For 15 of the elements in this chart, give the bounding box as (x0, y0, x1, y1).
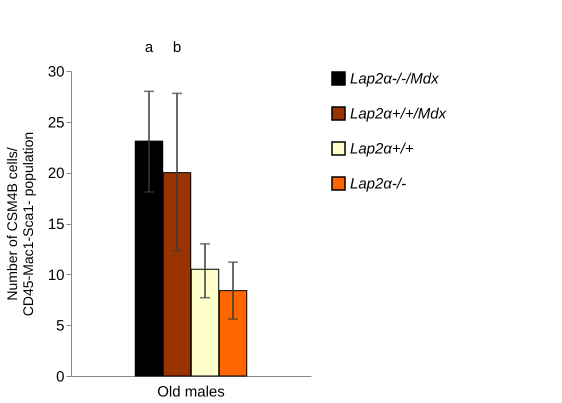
y-tick-label: 0 (56, 368, 64, 386)
y-tick-label: 15 (48, 216, 64, 233)
x-tick-label: Old males (157, 384, 225, 400)
text: b (172, 39, 182, 56)
legend-label: Lap2α-/-/Mdx (350, 70, 440, 88)
legend-label: Lap2α+/+/Mdx (350, 106, 447, 122)
y-tick-label: 10 (48, 266, 64, 284)
y-tick-label: 20 (48, 165, 64, 182)
y-tick-label: 30 (48, 64, 64, 80)
text: a (144, 39, 154, 56)
y-tick-label: 5 (56, 318, 64, 335)
y-axis-title: Number of CSM4B cells/ CD45-Mac1-Sca1- population (4, 132, 36, 316)
y-tick-label: 25 (48, 114, 64, 132)
legend-label: Lap2α+/+ (350, 140, 414, 158)
legend-label: Lap2α-/- (350, 176, 406, 192)
